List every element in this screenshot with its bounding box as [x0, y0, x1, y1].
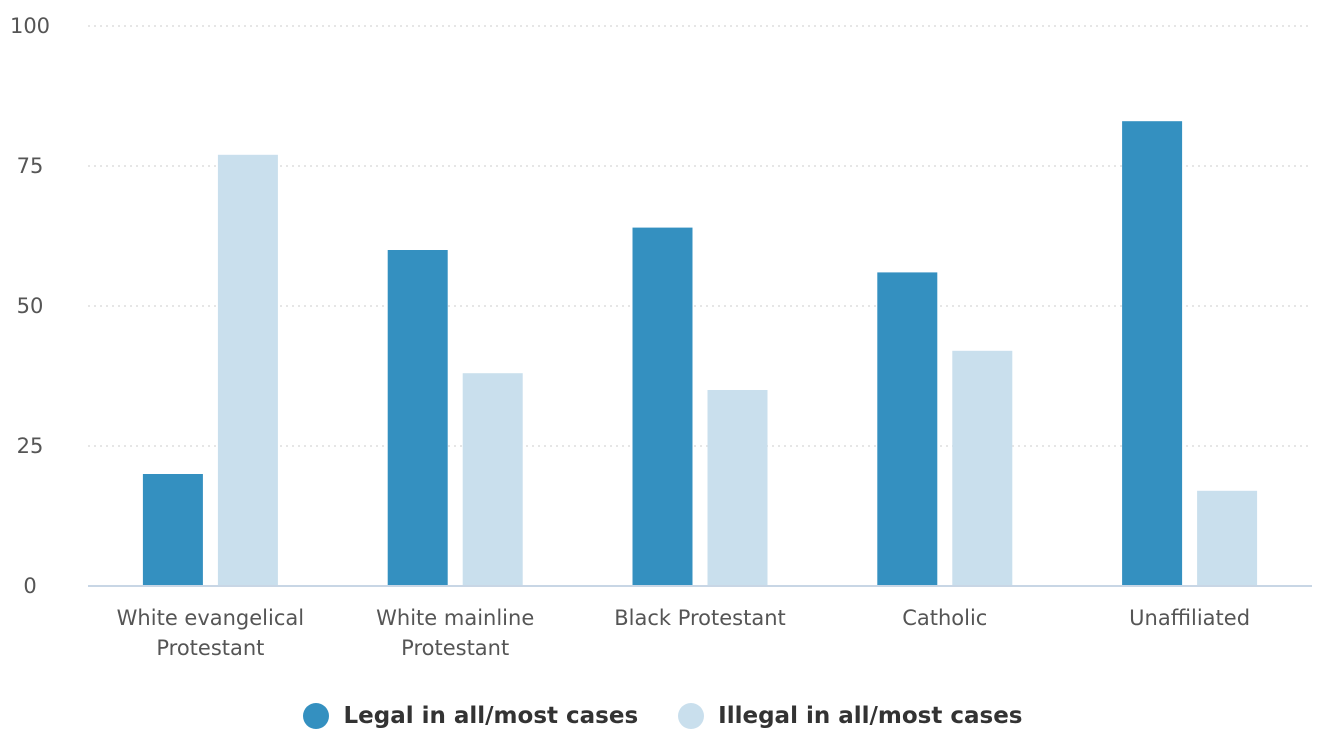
x-tick-label: White mainline: [376, 606, 534, 630]
x-tick-label: Catholic: [902, 606, 987, 630]
bar-legal-4[interactable]: [1122, 121, 1183, 586]
y-tick-label: 100: [10, 14, 50, 38]
gridlines: [88, 25, 1312, 447]
bar-illegal-3[interactable]: [952, 350, 1013, 586]
x-tick-label: White evangelical: [117, 606, 304, 630]
bar-legal-3[interactable]: [877, 272, 938, 586]
y-tick-label: 75: [17, 154, 44, 178]
y-axis: 0 25 50 75 100: [10, 14, 50, 598]
x-tick-label: Protestant: [401, 636, 509, 660]
x-tick-label: Protestant: [156, 636, 264, 660]
x-tick-label: Black Protestant: [614, 606, 786, 630]
y-tick-label: 0: [23, 574, 36, 598]
bar-illegal-0[interactable]: [217, 154, 278, 587]
bar-legal-0[interactable]: [142, 474, 203, 586]
legend-swatch-legal: [303, 703, 330, 729]
x-tick-label: Unaffiliated: [1129, 606, 1250, 630]
x-axis: White evangelical Protestant White mainlin…: [88, 585, 1312, 660]
legend-item-legal[interactable]: Legal in all/most cases: [303, 703, 638, 729]
y-tick-label: 50: [17, 294, 44, 318]
legend-item-illegal[interactable]: Illegal in all/most cases: [678, 703, 1023, 729]
bar-illegal-1[interactable]: [462, 373, 523, 586]
legend-label-illegal: Illegal in all/most cases: [718, 703, 1023, 729]
legend: Legal in all/most cases Illegal in all/m…: [0, 696, 1326, 736]
legend-label-legal: Legal in all/most cases: [343, 703, 639, 729]
bar-illegal-4[interactable]: [1197, 490, 1258, 586]
legend-swatch-illegal: [678, 703, 705, 729]
bar-legal-1[interactable]: [387, 250, 448, 586]
bar-illegal-2[interactable]: [707, 390, 768, 586]
y-tick-label: 25: [17, 434, 44, 458]
bar-legal-2[interactable]: [632, 227, 693, 586]
bars: [142, 121, 1258, 587]
